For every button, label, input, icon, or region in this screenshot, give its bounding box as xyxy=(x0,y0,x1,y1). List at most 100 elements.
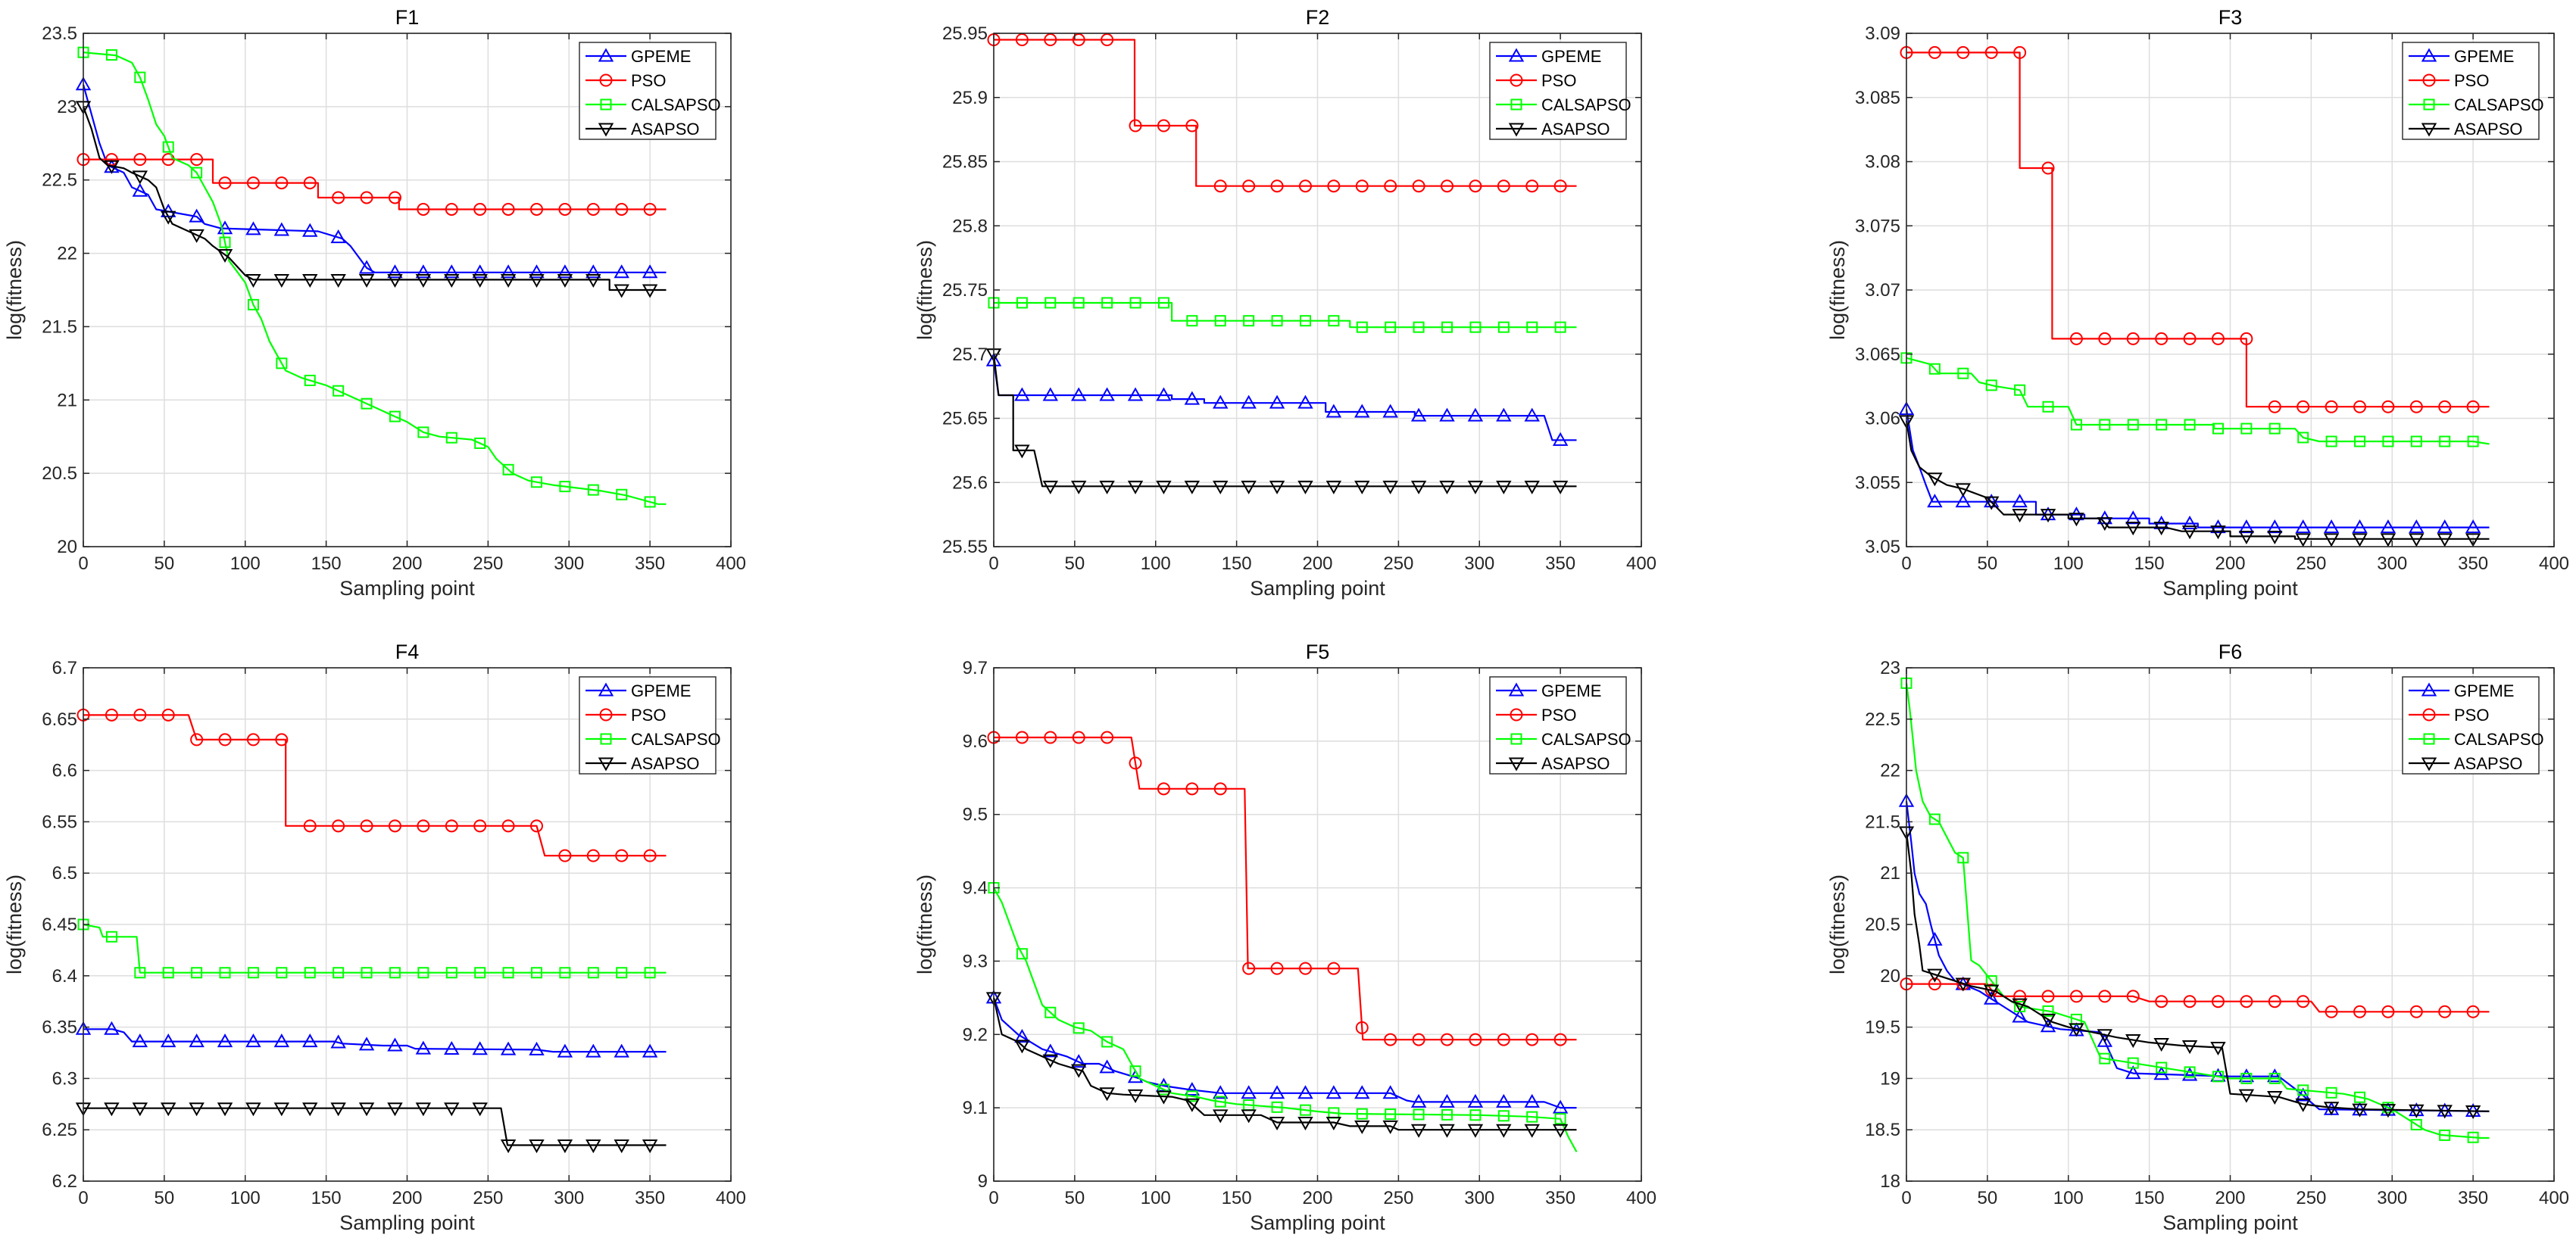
data-point-gpeme xyxy=(2125,510,2141,525)
data-point-asapso xyxy=(2352,533,2368,547)
series-line-asapso xyxy=(992,354,1577,488)
series-asapso xyxy=(75,1102,667,1154)
legend-marker-pso xyxy=(599,708,613,722)
data-point-pso xyxy=(332,819,345,833)
data-point-calsapso xyxy=(219,967,231,979)
y-tick-label: 3.07 xyxy=(1865,280,1900,301)
x-tick-label: 0 xyxy=(1901,1188,1911,1208)
y-tick-label: 18 xyxy=(1880,1171,1900,1192)
y-tick-label: 19 xyxy=(1880,1068,1900,1089)
data-point-gpeme xyxy=(1439,407,1455,422)
data-point-pso xyxy=(1044,33,1057,46)
data-point-asapso xyxy=(1184,480,1201,494)
legend-label-pso: PSO xyxy=(631,71,666,90)
data-point-calsapso xyxy=(2240,422,2253,435)
data-point-asapso xyxy=(1213,1109,1229,1124)
x-tick-label: 350 xyxy=(635,553,665,574)
y-tick-label: 6.45 xyxy=(42,915,77,935)
y-tick-label: 25.8 xyxy=(952,216,988,236)
data-point-gpeme xyxy=(1552,1099,1569,1114)
data-point-gpeme xyxy=(1042,1043,1059,1058)
data-point-calsapso xyxy=(2212,422,2224,435)
data-point-gpeme xyxy=(1269,1085,1285,1099)
data-point-asapso xyxy=(585,273,601,288)
data-point-asapso xyxy=(1354,480,1370,494)
data-point-pso xyxy=(1984,45,1998,59)
data-point-asapso xyxy=(1439,480,1455,494)
data-point-calsapso xyxy=(247,298,259,310)
data-point-calsapso xyxy=(2184,419,2196,431)
subplot-f2: 0 50 100 150 200 250 300 350 400 25.55 25.6 25.65 25… xyxy=(913,6,1656,600)
data-point-gpeme xyxy=(2323,519,2340,534)
data-point-pso xyxy=(388,819,401,833)
data-point-pso xyxy=(275,176,289,190)
x-tick-label: 350 xyxy=(635,1188,665,1208)
legend-label-asapso: ASAPSO xyxy=(1541,120,1610,139)
data-point-asapso xyxy=(1552,1124,1569,1138)
legend-label-calsapso: CALSAPSO xyxy=(2454,730,2544,749)
data-point-asapso xyxy=(273,1102,290,1117)
chart-title: F1 xyxy=(395,6,420,29)
data-point-pso xyxy=(615,202,629,216)
data-point-pso xyxy=(2353,400,2366,413)
data-point-gpeme xyxy=(1071,1054,1087,1068)
legend-label-calsapso: CALSAPSO xyxy=(1541,730,1631,749)
data-point-asapso xyxy=(132,1102,148,1117)
series-line-calsapso xyxy=(994,301,1577,329)
series-line-pso xyxy=(83,158,667,210)
series-line-pso xyxy=(994,39,1577,187)
data-point-asapso xyxy=(1955,977,1972,992)
data-point-gpeme xyxy=(585,1043,601,1058)
series-line-gpeme xyxy=(82,84,667,273)
data-point-calsapso xyxy=(616,488,628,500)
data-point-gpeme xyxy=(217,1033,233,1048)
y-tick-label: 3.05 xyxy=(1865,537,1900,557)
data-point-pso xyxy=(1015,33,1029,46)
data-point-calsapso xyxy=(1413,321,1425,333)
legend-marker-calsapso xyxy=(600,98,612,111)
data-point-asapso xyxy=(2153,1037,2169,1052)
data-point-asapso xyxy=(1467,1124,1484,1138)
x-tick-label: 200 xyxy=(1302,553,1332,574)
data-point-pso xyxy=(105,708,118,722)
data-point-pso xyxy=(1525,179,1539,193)
data-point-gpeme xyxy=(2238,519,2255,534)
data-point-pso xyxy=(2268,995,2281,1009)
data-point-gpeme xyxy=(2352,519,2368,534)
data-point-gpeme xyxy=(614,1043,629,1058)
data-point-gpeme xyxy=(1213,394,1229,409)
data-point-calsapso xyxy=(2070,419,2082,431)
data-point-pso xyxy=(1956,45,1970,59)
data-point-calsapso xyxy=(1101,1036,1113,1048)
y-tick-label: 6.5 xyxy=(52,863,77,884)
data-point-asapso xyxy=(2323,533,2340,547)
x-tick-label: 50 xyxy=(1978,553,1998,574)
data-point-pso xyxy=(1213,179,1227,193)
data-point-asapso xyxy=(2012,998,2028,1012)
x-tick-label: 50 xyxy=(155,1188,175,1208)
y-tick-label: 3.06 xyxy=(1865,409,1900,429)
data-point-calsapso xyxy=(2099,419,2111,431)
data-point-gpeme xyxy=(302,223,318,237)
data-point-calsapso xyxy=(1073,1022,1085,1034)
legend-label-gpeme: GPEME xyxy=(631,47,691,66)
data-point-asapso xyxy=(614,1139,629,1154)
data-point-gpeme xyxy=(529,264,545,279)
data-point-pso xyxy=(2325,1005,2338,1018)
data-point-calsapso xyxy=(1554,1113,1566,1125)
x-tick-label: 50 xyxy=(1065,553,1085,574)
data-point-calsapso xyxy=(2268,1072,2281,1084)
data-point-asapso xyxy=(1354,1120,1370,1134)
data-point-gpeme xyxy=(415,264,432,279)
data-point-calsapso xyxy=(2240,1072,2253,1084)
series-gpeme xyxy=(75,1021,667,1058)
legend-label-asapso: ASAPSO xyxy=(631,120,699,139)
data-point-calsapso xyxy=(644,967,656,979)
data-point-asapso xyxy=(2352,1103,2368,1118)
data-point-asapso xyxy=(2295,533,2311,547)
data-point-asapso xyxy=(500,1139,517,1154)
data-point-asapso xyxy=(1042,1054,1059,1068)
series-gpeme xyxy=(985,990,1577,1114)
legend: GPEME PSO CALSAPSO ASAPSO xyxy=(579,42,721,140)
series-line-calsapso xyxy=(83,923,667,974)
